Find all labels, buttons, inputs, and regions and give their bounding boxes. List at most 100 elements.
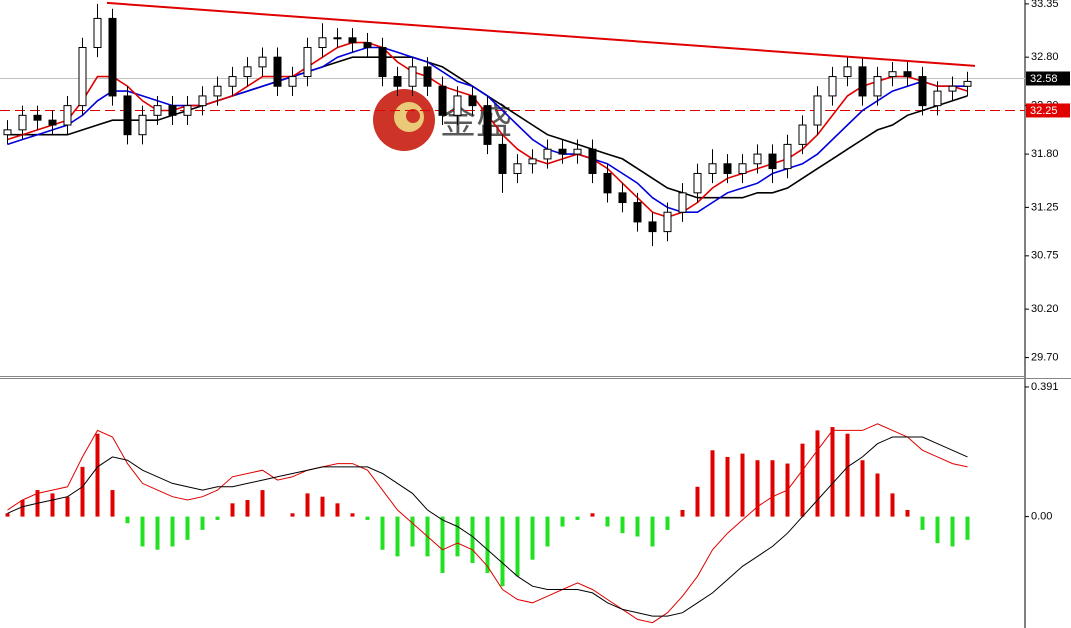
candle-body bbox=[393, 76, 402, 87]
price-label-box bbox=[1026, 71, 1070, 86]
histogram-bar bbox=[545, 516, 550, 547]
histogram-bar bbox=[845, 433, 850, 517]
indicator-line bbox=[7, 423, 968, 624]
histogram-bar bbox=[875, 473, 880, 517]
histogram-bar bbox=[350, 513, 355, 517]
candle-body bbox=[783, 143, 792, 170]
candle-body bbox=[693, 172, 702, 194]
histogram-bar bbox=[755, 460, 760, 517]
candle-body bbox=[48, 119, 57, 126]
histogram-bar bbox=[290, 513, 295, 517]
y-tick-label: 0.00 bbox=[1031, 511, 1052, 523]
y-tick-label: 31.25 bbox=[1031, 201, 1059, 213]
histogram-bar bbox=[260, 490, 265, 517]
candle-body bbox=[873, 76, 882, 97]
histogram-bar bbox=[725, 456, 730, 517]
candle-body bbox=[258, 56, 267, 68]
histogram-bar bbox=[620, 516, 625, 534]
histogram-bar bbox=[80, 466, 85, 517]
candle-body bbox=[3, 129, 12, 136]
candle-body bbox=[348, 37, 357, 44]
histogram-bar bbox=[605, 516, 610, 527]
candle-body bbox=[573, 148, 582, 155]
candle-body bbox=[738, 163, 747, 174]
candle-body bbox=[708, 163, 717, 174]
histogram-bar bbox=[110, 490, 115, 517]
histogram-bar bbox=[770, 460, 775, 517]
histogram-bar bbox=[230, 503, 235, 517]
histogram-bar bbox=[590, 513, 595, 517]
candle-body bbox=[243, 66, 252, 78]
y-tick-label: 33.35 bbox=[1031, 0, 1059, 10]
histogram-bar bbox=[140, 516, 145, 547]
candle-body bbox=[843, 66, 852, 78]
y-tick-label: 32.80 bbox=[1031, 51, 1059, 63]
y-tick-label: 31.80 bbox=[1031, 148, 1059, 160]
candle-body bbox=[78, 46, 87, 107]
candle-body bbox=[378, 46, 387, 78]
histogram-bar bbox=[155, 516, 160, 550]
candle-body bbox=[453, 95, 462, 116]
histogram-bar bbox=[965, 516, 970, 540]
candle-body bbox=[753, 153, 762, 165]
candle-body bbox=[483, 105, 492, 145]
histogram-bar bbox=[185, 516, 190, 540]
histogram-bar bbox=[5, 513, 10, 517]
histogram-bar bbox=[890, 493, 895, 517]
histogram-bar bbox=[335, 503, 340, 517]
candle-body bbox=[918, 76, 927, 107]
histogram-bar bbox=[20, 500, 25, 517]
logo-core bbox=[406, 109, 420, 123]
candle-body bbox=[798, 124, 807, 145]
candle-body bbox=[288, 76, 297, 87]
candle-body bbox=[768, 153, 777, 170]
candle-body bbox=[813, 95, 822, 126]
histogram-bar bbox=[170, 516, 175, 547]
candle-body bbox=[63, 105, 72, 126]
histogram-bar bbox=[740, 453, 745, 517]
candle-body bbox=[408, 66, 417, 87]
candle-body bbox=[858, 66, 867, 97]
candle-body bbox=[438, 85, 447, 116]
histogram-bar bbox=[95, 433, 100, 517]
candle-body bbox=[543, 148, 552, 160]
candle-body bbox=[558, 148, 567, 155]
candle-body bbox=[948, 85, 957, 92]
candle-body bbox=[33, 114, 42, 121]
histogram-bar bbox=[860, 460, 865, 517]
histogram-bar bbox=[575, 516, 580, 520]
candle-body bbox=[618, 192, 627, 204]
candle-body bbox=[633, 202, 642, 223]
histogram-bar bbox=[215, 516, 220, 520]
histogram-bar bbox=[485, 516, 490, 573]
candle-body bbox=[678, 192, 687, 213]
candle-body bbox=[138, 114, 147, 136]
candle-body bbox=[318, 37, 327, 48]
histogram-bar bbox=[65, 496, 70, 517]
candle-body bbox=[903, 71, 912, 78]
candle-body bbox=[723, 163, 732, 174]
candle-body bbox=[468, 95, 477, 107]
candle-body bbox=[963, 80, 972, 87]
histogram-bar bbox=[365, 516, 370, 520]
candle-body bbox=[123, 95, 132, 136]
histogram-bar bbox=[560, 516, 565, 527]
candle-body bbox=[513, 163, 522, 174]
histogram-bar bbox=[905, 509, 910, 517]
histogram-bar bbox=[125, 516, 130, 524]
histogram-bar bbox=[800, 443, 805, 517]
candle-body bbox=[153, 105, 162, 116]
candle-body bbox=[303, 46, 312, 78]
histogram-bar bbox=[320, 496, 325, 517]
histogram-bar bbox=[410, 516, 415, 547]
histogram-bar bbox=[635, 516, 640, 537]
histogram-bar bbox=[920, 516, 925, 530]
histogram-bar bbox=[815, 430, 820, 517]
candle-body bbox=[183, 105, 192, 116]
candle-body bbox=[603, 172, 612, 194]
candle-body bbox=[498, 143, 507, 174]
histogram-bar bbox=[500, 516, 505, 587]
histogram-bar bbox=[50, 493, 55, 517]
